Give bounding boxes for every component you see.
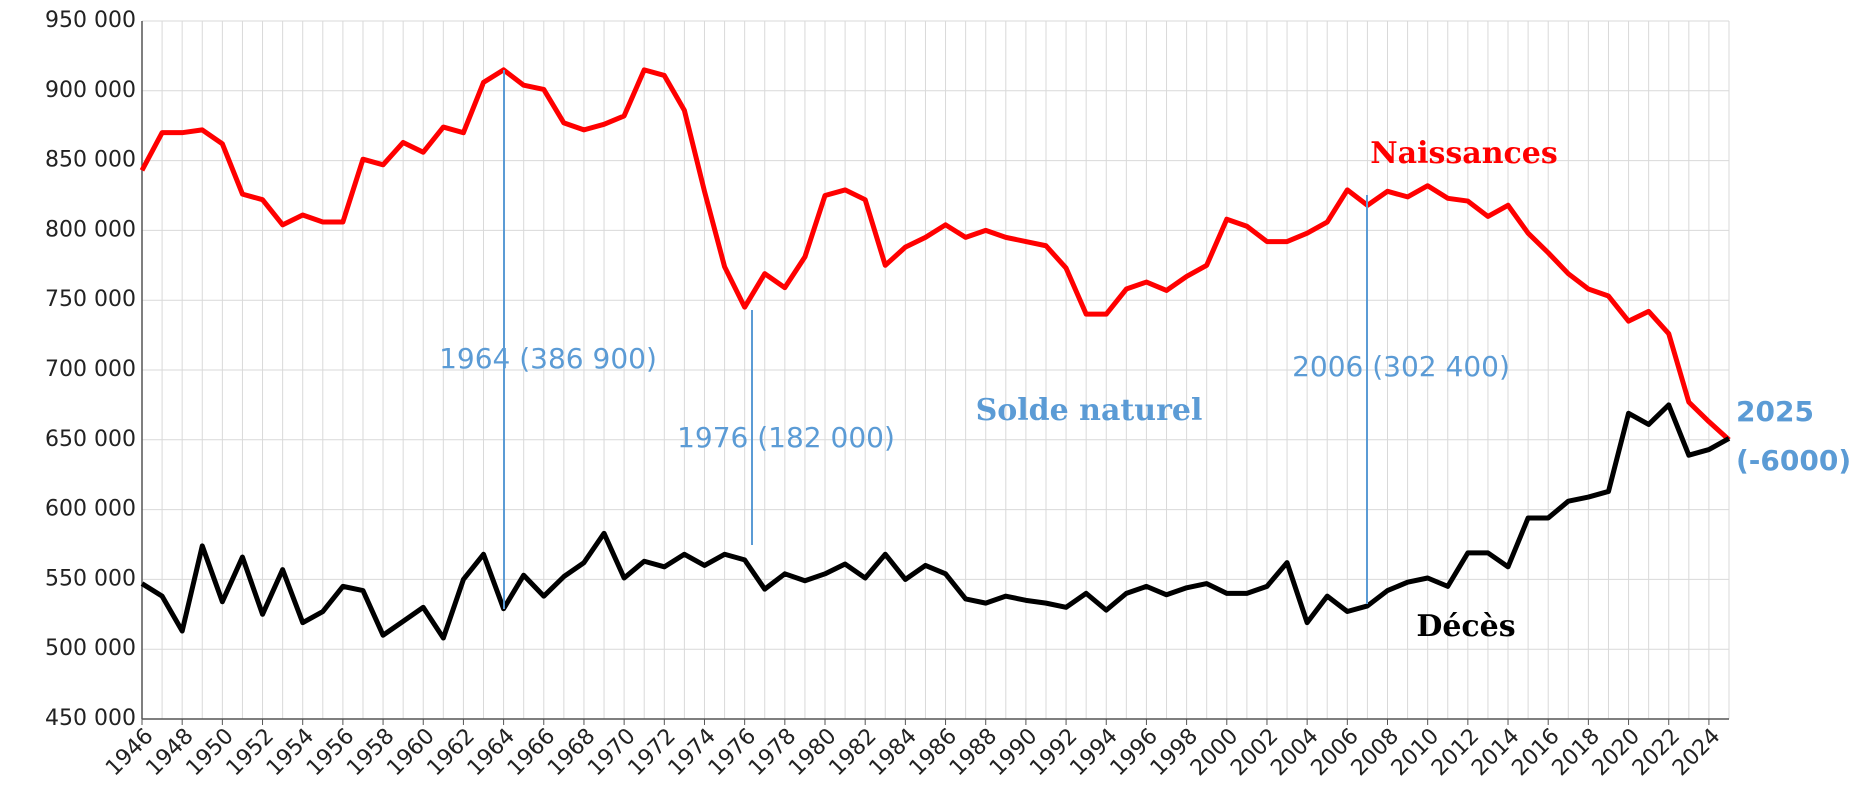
y-tick-label: 700 000 [45,357,136,382]
y-tick-label: 900 000 [45,78,136,103]
y-tick-label: 500 000 [45,636,136,661]
annotation: Solde naturel [976,393,1203,428]
y-tick-label: 650 000 [45,427,136,452]
series-label: Naissances [1370,136,1558,171]
grid: 450 000 500 000 550 000 600 000 650 000 700 0… [45,8,1730,781]
annotation: (-6000) [1736,444,1851,477]
series-label: Décès [1416,609,1515,644]
annotation: 2006 (302 400) [1292,350,1510,383]
y-tick-label: 950 000 [45,8,136,33]
series-line [140,402,1731,641]
y-tick-label: 750 000 [45,287,136,312]
lines [139,67,1731,641]
y-tick-label: 850 000 [45,148,136,173]
y-tick-label: 550 000 [45,566,136,591]
y-tick-label: 600 000 [45,497,136,522]
series-line [139,67,1731,442]
annotation: 1976 (182 000) [677,421,895,454]
y-tick-label: 800 000 [45,217,136,242]
y-tick-label: 450 000 [45,706,136,731]
x-tick-label: 2024 [1668,724,1725,781]
annotation: 1964 (386 900) [439,342,657,375]
annotation: 2025 [1736,395,1814,428]
